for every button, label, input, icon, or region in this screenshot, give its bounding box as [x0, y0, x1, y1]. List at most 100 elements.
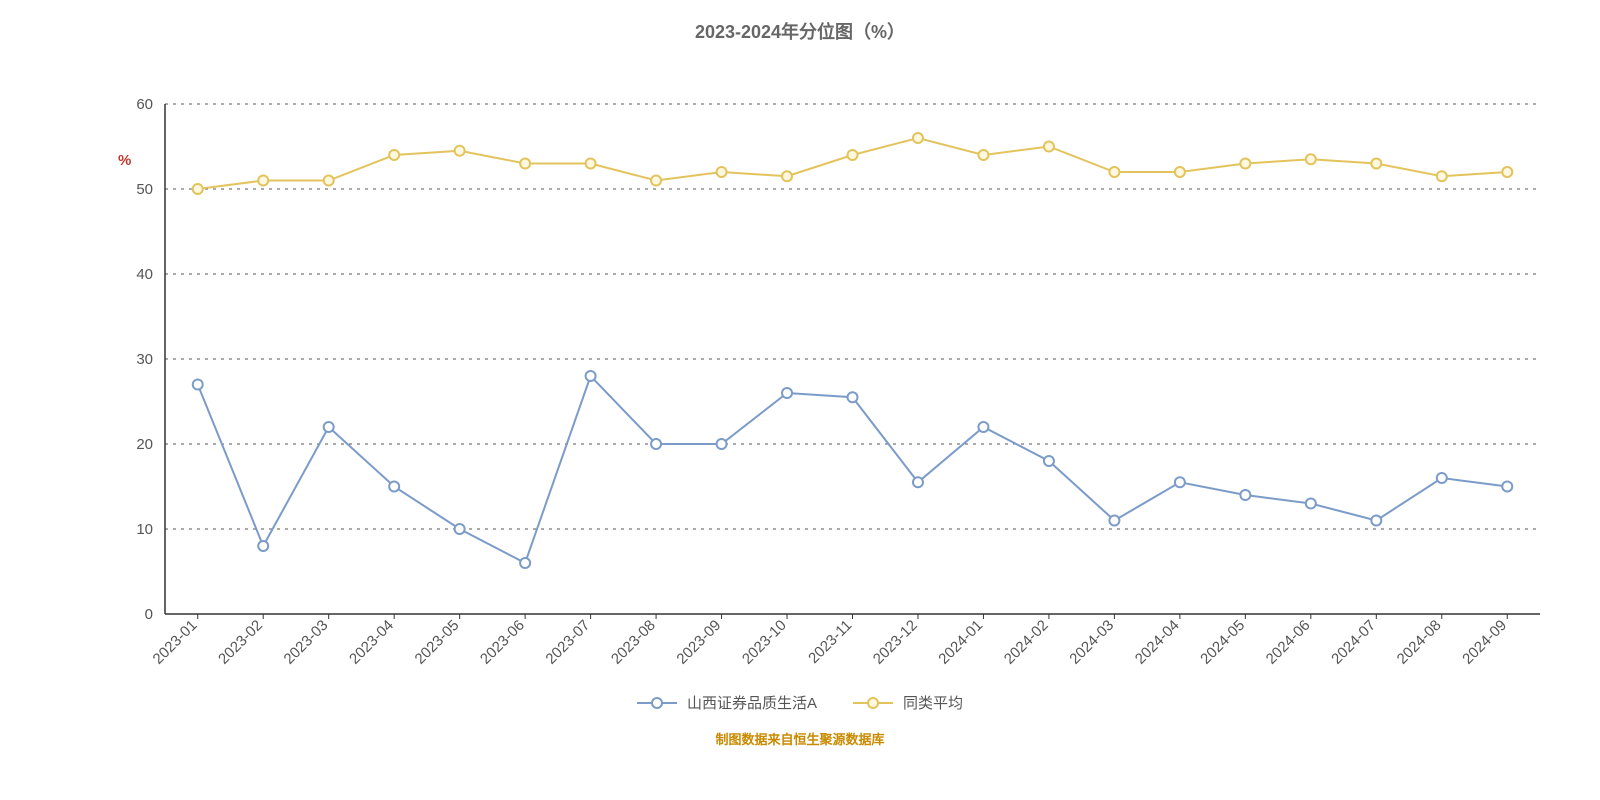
x-tick-label-group: 2023-06: [477, 617, 528, 668]
series-marker-1: [1371, 159, 1381, 169]
series-marker-0: [258, 541, 268, 551]
series-marker-1: [651, 176, 661, 186]
x-tick-label-group: 2024-02: [1001, 617, 1052, 668]
source-note: 制图数据来自恒生聚源数据库: [0, 729, 1600, 748]
series-marker-0: [1502, 482, 1512, 492]
y-axis-unit: %: [118, 152, 131, 169]
legend-label: 山西证券品质生活A: [687, 692, 817, 713]
x-tick-label: 2024-04: [1132, 617, 1183, 668]
series-marker-1: [586, 159, 596, 169]
legend-swatch: [853, 696, 893, 710]
series-marker-0: [651, 439, 661, 449]
x-tick-label: 2023-01: [150, 617, 201, 668]
x-tick-label: 2023-11: [805, 617, 855, 667]
x-tick-label: 2024-05: [1197, 617, 1248, 668]
legend-label: 同类平均: [903, 692, 963, 713]
series-marker-0: [782, 388, 792, 398]
series-marker-0: [1371, 516, 1381, 526]
y-tick-label: 50: [136, 181, 153, 198]
series-marker-1: [1240, 159, 1250, 169]
series-marker-1: [848, 150, 858, 160]
series-marker-0: [193, 380, 203, 390]
x-tick-label-group: 2023-03: [281, 617, 332, 668]
series-line-0: [198, 376, 1508, 563]
series-marker-0: [324, 422, 334, 432]
y-tick-label: 20: [136, 436, 153, 453]
series-marker-1: [978, 150, 988, 160]
legend: 山西证券品质生活A 同类平均: [0, 692, 1600, 715]
y-tick-label: 10: [136, 521, 153, 538]
series-marker-0: [717, 439, 727, 449]
x-tick-label-group: 2023-09: [673, 617, 724, 668]
x-tick-label: 2023-08: [608, 617, 659, 668]
x-tick-label: 2023-04: [346, 617, 397, 668]
x-tick-label: 2023-05: [412, 617, 463, 668]
x-tick-label: 2023-03: [281, 617, 332, 668]
series-marker-1: [520, 159, 530, 169]
series-marker-0: [389, 482, 399, 492]
x-tick-label: 2024-01: [935, 617, 986, 668]
series-marker-0: [978, 422, 988, 432]
x-tick-label-group: 2023-05: [412, 617, 463, 668]
y-tick-label: 0: [145, 606, 153, 623]
x-tick-label: 2023-12: [870, 617, 921, 668]
series-marker-0: [1175, 477, 1185, 487]
x-tick-label: 2023-10: [739, 617, 790, 668]
series-marker-0: [1240, 490, 1250, 500]
x-tick-label: 2023-02: [215, 617, 266, 668]
x-tick-label-group: 2023-01: [150, 617, 201, 668]
legend-swatch: [637, 696, 677, 710]
y-tick-label: 40: [136, 266, 153, 283]
x-tick-label-group: 2023-12: [870, 617, 921, 668]
x-tick-label-group: 2024-08: [1394, 617, 1445, 668]
x-tick-label: 2024-09: [1459, 617, 1510, 668]
series-marker-0: [1109, 516, 1119, 526]
x-tick-label-group: 2023-02: [215, 617, 266, 668]
series-marker-1: [193, 184, 203, 194]
x-tick-label: 2024-03: [1066, 617, 1117, 668]
series-marker-1: [913, 133, 923, 143]
series-marker-0: [1306, 499, 1316, 509]
x-tick-label-group: 2023-11: [805, 617, 855, 667]
series-marker-1: [717, 167, 727, 177]
x-tick-label: 2024-02: [1001, 617, 1052, 668]
chart-title: 2023-2024年分位图（%）: [0, 0, 1600, 44]
series-marker-1: [389, 150, 399, 160]
x-tick-label-group: 2023-07: [542, 617, 593, 668]
x-tick-label-group: 2024-06: [1263, 617, 1314, 668]
x-tick-label: 2024-08: [1394, 617, 1445, 668]
series-marker-1: [1437, 171, 1447, 181]
chart-area: % 0 10 20 30 40 50 60 2023-01 2023-02 2023-03 2023…: [0, 44, 1600, 684]
x-tick-label: 2023-07: [542, 617, 593, 668]
series-marker-1: [1109, 167, 1119, 177]
series-marker-1: [324, 176, 334, 186]
x-tick-label: 2023-06: [477, 617, 528, 668]
x-tick-label-group: 2023-04: [346, 617, 397, 668]
series-marker-0: [520, 558, 530, 568]
series-marker-1: [1044, 142, 1054, 152]
series-marker-1: [455, 146, 465, 156]
x-tick-label-group: 2023-08: [608, 617, 659, 668]
x-tick-label: 2024-07: [1328, 617, 1379, 668]
x-tick-label-group: 2024-01: [935, 617, 986, 668]
x-tick-label: 2024-06: [1263, 617, 1314, 668]
series-marker-0: [455, 524, 465, 534]
series-marker-1: [1502, 167, 1512, 177]
series-marker-1: [782, 171, 792, 181]
series-marker-0: [1044, 456, 1054, 466]
y-tick-label: 30: [136, 351, 153, 368]
x-tick-label-group: 2024-05: [1197, 617, 1248, 668]
y-tick-label: 60: [136, 96, 153, 113]
series-marker-1: [258, 176, 268, 186]
series-marker-0: [586, 371, 596, 381]
series-marker-1: [1175, 167, 1185, 177]
legend-item: 山西证券品质生活A: [637, 692, 817, 713]
x-tick-label: 2023-09: [673, 617, 724, 668]
line-chart-svg: 0 10 20 30 40 50 60 2023-01 2023-02 2023-03 2023-0…: [0, 44, 1600, 684]
x-tick-label-group: 2024-03: [1066, 617, 1117, 668]
x-tick-label-group: 2023-10: [739, 617, 790, 668]
series-marker-1: [1306, 154, 1316, 164]
x-tick-label-group: 2024-04: [1132, 617, 1183, 668]
series-marker-0: [1437, 473, 1447, 483]
series-marker-0: [913, 477, 923, 487]
